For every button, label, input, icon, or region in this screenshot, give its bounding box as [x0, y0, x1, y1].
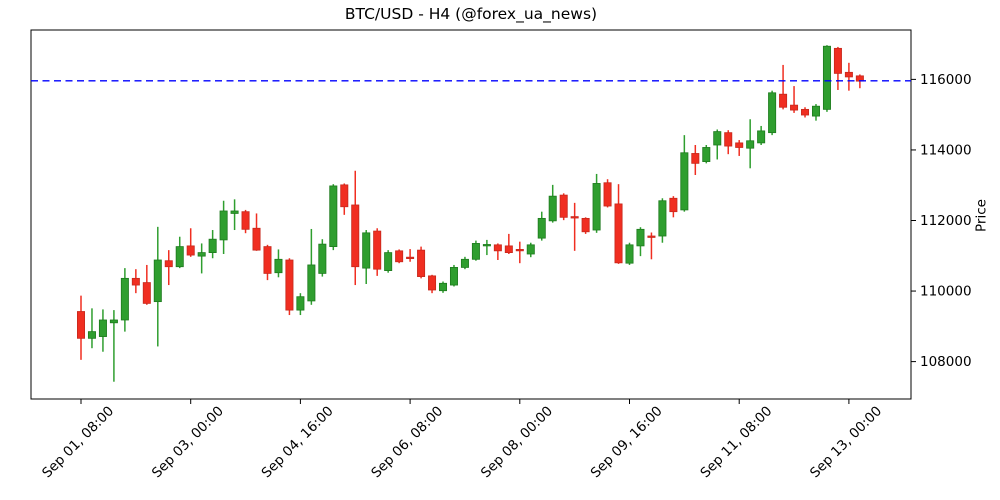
candle-body	[428, 275, 437, 291]
candle-body	[691, 153, 700, 164]
candle-body	[658, 200, 667, 237]
x-tick-label: Sep 06, 08:00	[368, 403, 446, 481]
y-tick-label: 112000	[920, 213, 972, 229]
candle-body	[318, 243, 327, 274]
candle-body	[844, 71, 853, 78]
candle-body	[351, 204, 360, 268]
candle-body	[735, 142, 744, 148]
x-tick-label: Sep 01, 08:00	[39, 403, 117, 481]
candle-body	[274, 258, 283, 274]
candle-body	[285, 259, 294, 311]
candle-body	[768, 92, 777, 134]
candle-body	[757, 130, 766, 144]
plot-border	[30, 29, 912, 400]
candle-body	[406, 256, 415, 259]
candle-body	[230, 210, 239, 214]
candle-body	[87, 331, 96, 339]
candle-body	[373, 230, 382, 270]
candle-body	[779, 93, 788, 108]
candle-body	[515, 249, 524, 252]
x-tick-label: Sep 03, 00:00	[149, 403, 227, 481]
candle-body	[790, 104, 799, 111]
x-tick-label: Sep 08, 00:00	[478, 403, 556, 481]
candle-body	[329, 185, 338, 248]
candle-body	[822, 45, 831, 110]
y-axis-label: Price	[973, 199, 990, 232]
candle-body	[570, 216, 579, 219]
candle-body	[109, 319, 118, 324]
candle-body	[296, 296, 305, 311]
candle-body	[493, 244, 502, 252]
candle-body	[186, 245, 195, 256]
candle-body	[164, 260, 173, 268]
y-tick-label: 116000	[920, 72, 972, 88]
y-tick-label: 110000	[920, 284, 972, 300]
candle-body	[625, 244, 634, 264]
x-tick-label: Sep 04, 16:00	[259, 403, 337, 481]
candle-body	[197, 252, 206, 257]
candle-body	[504, 245, 513, 253]
candle-body	[153, 259, 162, 303]
candle-body	[713, 131, 722, 146]
x-tick-label: Sep 11, 08:00	[697, 403, 775, 481]
candle-body	[131, 277, 140, 286]
chart-title: BTC/USD - H4 (@forex_ua_news)	[344, 5, 598, 23]
candle-body	[252, 227, 261, 251]
y-tick-label: 114000	[920, 142, 972, 158]
candle-body	[724, 132, 733, 147]
candle-body	[636, 228, 645, 247]
candle-body	[669, 197, 678, 213]
candle-body	[548, 195, 557, 222]
candle-body	[208, 238, 217, 253]
candle-body	[581, 217, 590, 233]
candle-body	[395, 250, 404, 263]
candle-body	[614, 203, 623, 264]
candle-body	[263, 246, 272, 274]
candle-body	[526, 244, 535, 255]
candle-body	[746, 140, 755, 149]
candle-body	[362, 232, 371, 269]
y-tick-label: 108000	[920, 354, 972, 370]
candle-body	[449, 267, 458, 286]
candle-body	[801, 108, 810, 116]
candle-body	[142, 282, 151, 304]
candle-body	[460, 258, 469, 268]
candle-body	[241, 211, 250, 230]
candle-body	[811, 105, 820, 117]
candle-body	[592, 183, 601, 231]
candle-body	[702, 147, 711, 162]
x-tick-label: Sep 13, 00:00	[807, 403, 885, 481]
candle-body	[482, 244, 491, 247]
candle-body	[680, 152, 689, 211]
candle-body	[537, 217, 546, 239]
candle-body	[98, 319, 107, 337]
candle-body	[340, 184, 349, 208]
candle-body	[833, 47, 842, 74]
candle-body	[647, 235, 656, 238]
candle-body	[175, 246, 184, 268]
candle-body	[77, 311, 86, 339]
candle-body	[417, 249, 426, 277]
candle-body	[120, 277, 129, 321]
candle-body	[439, 282, 448, 292]
candle-body	[603, 182, 612, 207]
candle-body	[219, 210, 228, 241]
candle-body	[384, 252, 393, 271]
candle-body	[307, 264, 316, 302]
x-tick-label: Sep 09, 16:00	[588, 403, 666, 481]
candle-body	[471, 243, 480, 260]
candle-body	[559, 194, 568, 218]
